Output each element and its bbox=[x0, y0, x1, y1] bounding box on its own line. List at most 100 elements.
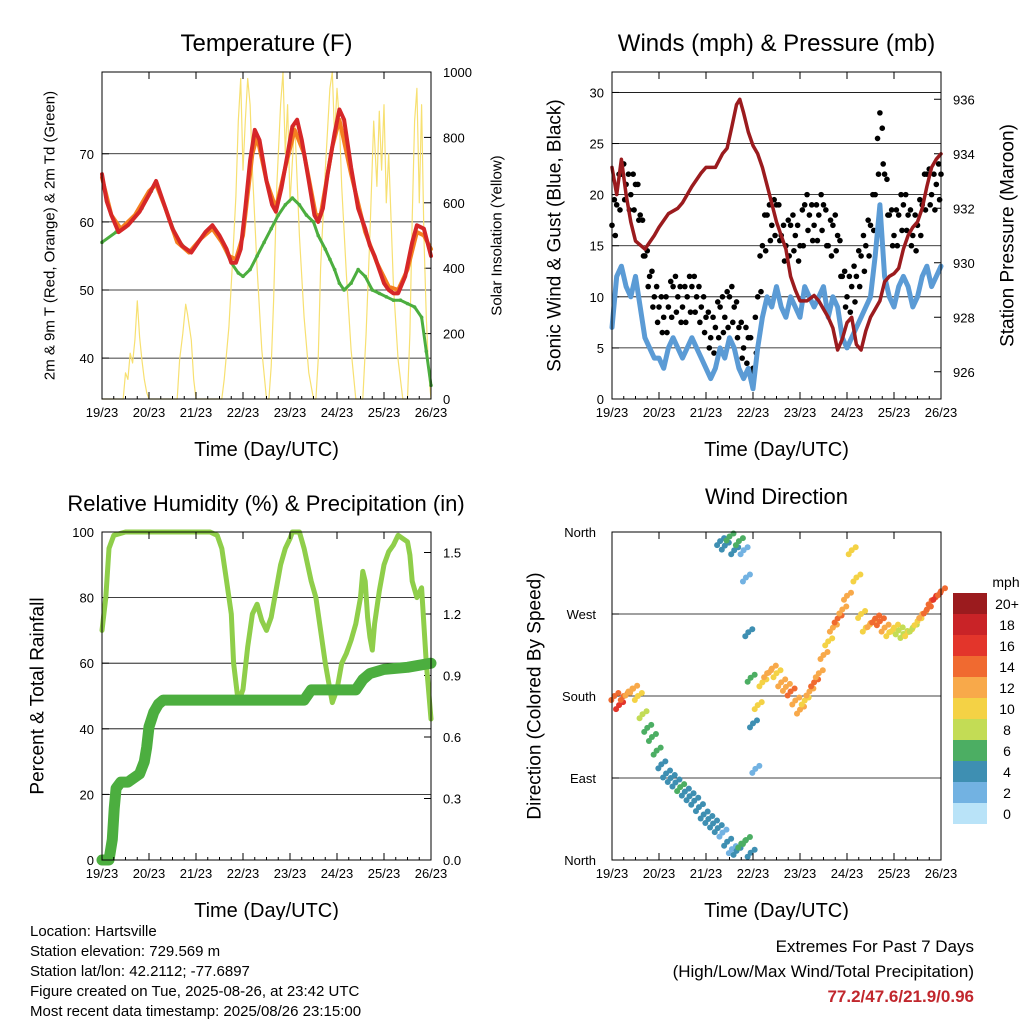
direction-point bbox=[880, 615, 887, 622]
pressure-series-line bbox=[610, 97, 943, 352]
gust-point bbox=[935, 161, 942, 167]
dewpoint-point bbox=[370, 288, 375, 292]
gust-point bbox=[650, 304, 656, 310]
colorbar-swatch bbox=[953, 782, 987, 803]
direction-point bbox=[935, 592, 941, 599]
direction-point bbox=[765, 669, 772, 676]
gust-point bbox=[833, 248, 839, 254]
temp-ytick-right-label: 1000 bbox=[443, 65, 472, 80]
direction-point bbox=[911, 622, 918, 629]
direction-point bbox=[925, 601, 932, 608]
rh-ytick-label: 40 bbox=[80, 722, 94, 737]
direction-point bbox=[723, 826, 730, 833]
direction-point bbox=[648, 721, 655, 728]
gust-point bbox=[715, 334, 722, 341]
direction-point bbox=[897, 635, 904, 642]
rh-xtick-label: 25/23 bbox=[368, 866, 401, 881]
extremes-title: Extremes For Past 7 Days bbox=[775, 937, 974, 956]
direction-point bbox=[791, 685, 798, 692]
dir-xtick-label: 26/23 bbox=[925, 866, 958, 881]
gust-point bbox=[790, 212, 796, 218]
rh-ytick-label: 20 bbox=[80, 787, 94, 802]
temp-xtick-label: 24/23 bbox=[321, 405, 354, 420]
extremes-subtitle: (High/Low/Max Wind/Total Precipitation) bbox=[672, 962, 974, 981]
dewpoint-point bbox=[311, 220, 316, 224]
dewpoint-point bbox=[337, 281, 342, 285]
elevation-text: Station elevation: 729.569 m bbox=[30, 943, 221, 960]
direction-point bbox=[758, 699, 765, 706]
direction-point bbox=[641, 728, 648, 735]
gust-point bbox=[816, 212, 822, 218]
direction-point bbox=[845, 551, 852, 558]
rh-series-line bbox=[99, 529, 434, 722]
rh-ytick-right-label: 0.0 bbox=[443, 853, 461, 868]
rh-xlabel: Time (Day/UTC) bbox=[194, 900, 339, 920]
direction-point bbox=[697, 815, 704, 822]
gust-point bbox=[776, 202, 782, 208]
gust-point bbox=[754, 294, 761, 300]
direction-point bbox=[627, 689, 634, 696]
gust-point bbox=[832, 212, 839, 218]
gust-point bbox=[706, 345, 713, 351]
direction-point bbox=[744, 853, 751, 860]
gust-point bbox=[922, 207, 929, 213]
gust-point bbox=[637, 212, 643, 218]
rh-xtick-label: 22/23 bbox=[227, 866, 260, 881]
winds-ytick-right-label: 926 bbox=[953, 365, 975, 380]
gust-point bbox=[818, 191, 824, 198]
gust-point bbox=[917, 232, 924, 239]
gust-point bbox=[855, 248, 862, 254]
rh-xtick-label: 26/23 bbox=[415, 866, 448, 881]
direction-point bbox=[751, 671, 758, 678]
winds-xtick-label: 21/23 bbox=[690, 405, 723, 420]
gust-point bbox=[811, 222, 817, 229]
gust-point bbox=[872, 191, 878, 198]
dir-ytick-label: North bbox=[564, 853, 596, 868]
gust-point bbox=[794, 222, 801, 229]
gust-point bbox=[726, 294, 733, 300]
direction-point bbox=[744, 544, 751, 551]
direction-point bbox=[885, 621, 892, 628]
direction-point bbox=[655, 765, 662, 772]
gust-point bbox=[806, 212, 813, 218]
gust-point bbox=[837, 237, 843, 244]
gust-point bbox=[804, 191, 810, 198]
direction-point bbox=[902, 633, 909, 640]
rh-ytick-label: 60 bbox=[80, 656, 94, 671]
gust-point bbox=[710, 314, 716, 321]
extremes-block: Extremes For Past 7 Days (High/Low/Max W… bbox=[673, 934, 974, 1009]
gust-point bbox=[867, 222, 874, 229]
dewpoint-point bbox=[276, 213, 281, 217]
colorbar-label: 0 bbox=[1003, 806, 1011, 822]
gust-point bbox=[678, 319, 684, 326]
rh-title: Relative Humidity (%) & Precipitation (i… bbox=[67, 491, 464, 516]
direction-point bbox=[803, 692, 810, 699]
direction-point bbox=[739, 578, 746, 585]
temp-ytick-label: 50 bbox=[80, 283, 94, 298]
direction-point bbox=[895, 621, 901, 628]
direction-point bbox=[622, 692, 629, 699]
gust-point bbox=[894, 242, 901, 249]
gust-point bbox=[752, 314, 759, 321]
gust-point bbox=[679, 304, 686, 310]
gust-point bbox=[823, 207, 829, 213]
gust-point bbox=[905, 212, 911, 218]
gust-point bbox=[910, 232, 916, 239]
dewpoint-point bbox=[328, 257, 332, 262]
colorbar-label: 8 bbox=[1003, 722, 1011, 738]
colorbar-label: 12 bbox=[999, 680, 1015, 696]
direction-point bbox=[756, 762, 763, 769]
temp-2m-series-line bbox=[100, 107, 433, 296]
winds-xtick-label: 26/23 bbox=[925, 405, 958, 420]
gust-point bbox=[733, 299, 740, 305]
gust-point bbox=[860, 232, 867, 239]
direction-point bbox=[878, 628, 885, 635]
dir-ytick-label: East bbox=[570, 771, 596, 786]
direction-point bbox=[857, 571, 864, 578]
dir-xtick-label: 25/23 bbox=[878, 866, 911, 881]
direction-point bbox=[711, 829, 718, 836]
gust-point bbox=[853, 273, 860, 280]
temp-ytick-label: 70 bbox=[80, 147, 94, 162]
rh-ytick-label: 80 bbox=[80, 591, 94, 606]
dewpoint-series-line bbox=[100, 179, 433, 387]
